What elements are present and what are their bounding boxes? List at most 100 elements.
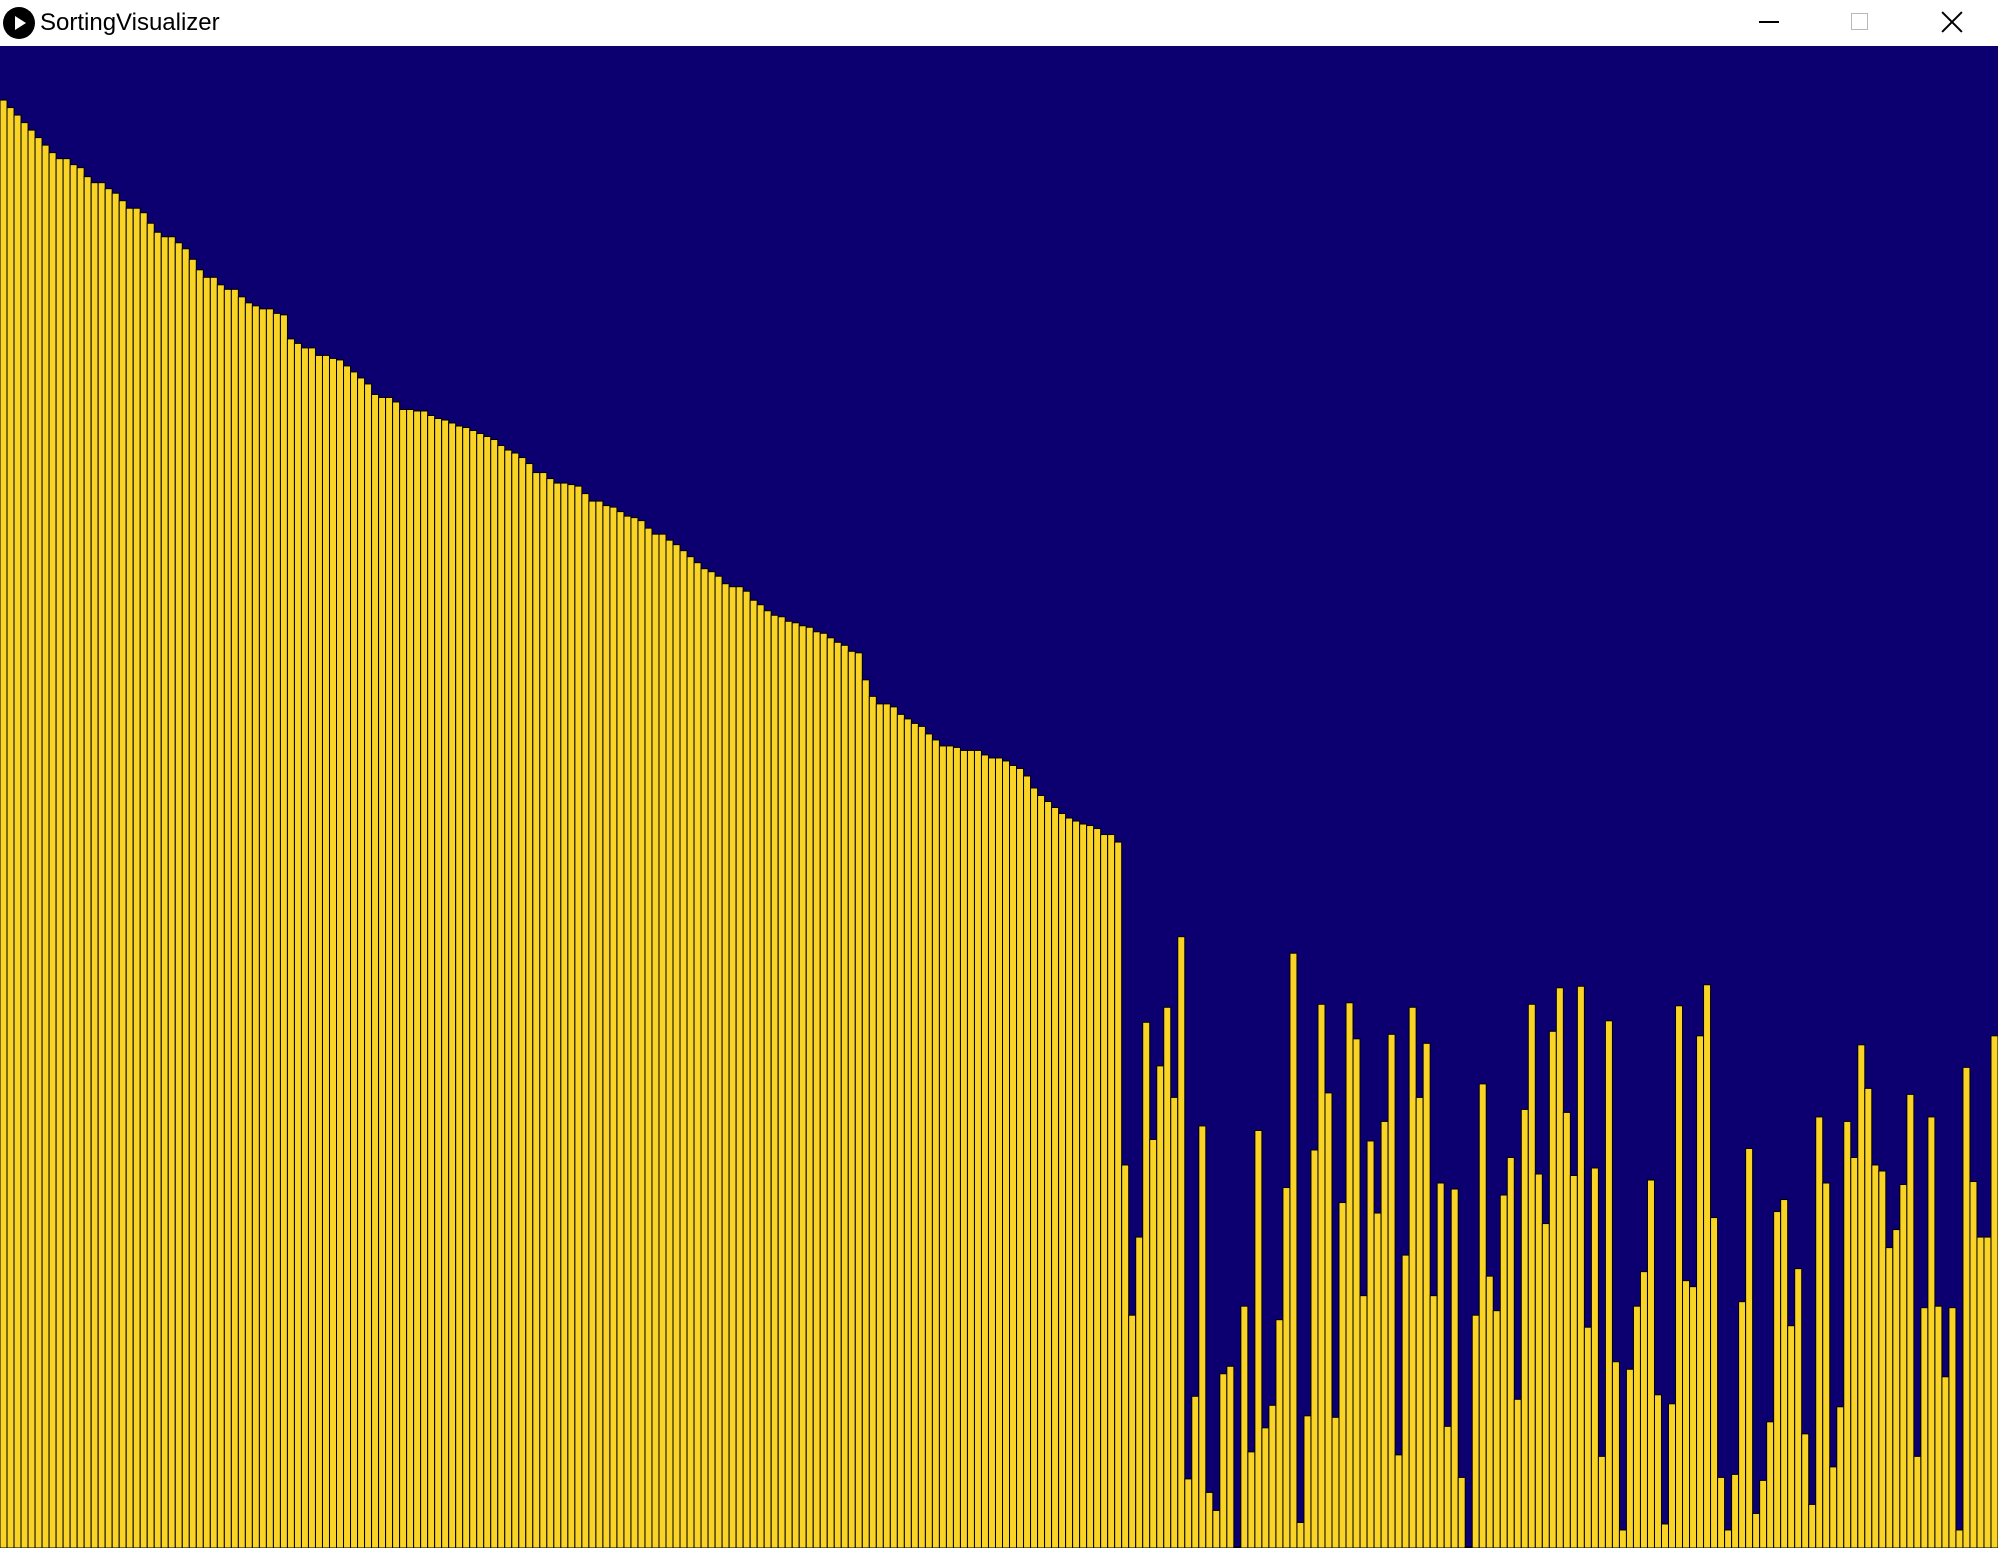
- bar-7: [48, 152, 57, 1548]
- bar-192: [1345, 1002, 1354, 1548]
- bar-110: [770, 614, 779, 1548]
- bar-225: [1576, 985, 1585, 1548]
- bar-217: [1520, 1108, 1529, 1548]
- bar-41: [286, 338, 295, 1548]
- bar-243: [1703, 984, 1712, 1548]
- bar-149: [1044, 801, 1053, 1548]
- minimize-button[interactable]: [1722, 0, 1814, 46]
- bar-139: [973, 749, 982, 1548]
- bar-278: [1948, 1307, 1957, 1548]
- bar-100: [700, 568, 709, 1548]
- bar-8: [55, 158, 64, 1548]
- bar-147: [1030, 787, 1039, 1548]
- bar-163: [1142, 1021, 1151, 1548]
- bar-212: [1485, 1275, 1494, 1548]
- bar-161: [1128, 1314, 1137, 1548]
- bar-144: [1009, 764, 1018, 1548]
- bar-35: [244, 302, 253, 1548]
- bar-281: [1969, 1181, 1978, 1548]
- bar-95: [665, 539, 674, 1548]
- bar-39: [272, 312, 281, 1548]
- bar-179: [1254, 1129, 1263, 1548]
- bar-205: [1436, 1182, 1445, 1548]
- bar-271: [1899, 1184, 1908, 1548]
- bar-107: [749, 599, 758, 1548]
- bar-116: [812, 631, 821, 1548]
- bar-276: [1934, 1305, 1943, 1548]
- bar-111: [777, 616, 786, 1548]
- bar-262: [1836, 1406, 1845, 1548]
- bar-1: [6, 107, 15, 1548]
- bar-61: [427, 414, 436, 1548]
- bar-162: [1135, 1236, 1144, 1548]
- bar-56: [392, 401, 401, 1548]
- bar-261: [1829, 1466, 1838, 1548]
- bar-66: [462, 427, 471, 1548]
- bar-222: [1555, 987, 1564, 1548]
- bar-141: [987, 757, 996, 1548]
- bar-99: [693, 562, 702, 1548]
- bar-248: [1738, 1301, 1747, 1548]
- bar-235: [1646, 1179, 1655, 1548]
- title-bar[interactable]: SortingVisualizer: [0, 0, 1998, 46]
- bar-104: [728, 586, 737, 1548]
- bar-108: [756, 604, 765, 1548]
- bar-224: [1569, 1175, 1578, 1548]
- bar-206: [1443, 1425, 1452, 1548]
- bar-284: [1990, 1035, 1998, 1548]
- bar-77: [539, 472, 548, 1548]
- bar-242: [1696, 1035, 1705, 1548]
- bar-22: [153, 231, 162, 1548]
- bar-18: [125, 207, 134, 1548]
- close-button[interactable]: [1906, 0, 1998, 46]
- bar-218: [1527, 1003, 1536, 1548]
- bar-12: [83, 176, 92, 1548]
- bar-231: [1618, 1529, 1627, 1548]
- bar-9: [62, 158, 71, 1548]
- bar-190: [1331, 1416, 1340, 1548]
- bar-52: [364, 383, 373, 1548]
- bar-246: [1724, 1529, 1733, 1548]
- bar-194: [1359, 1295, 1368, 1548]
- close-icon: [1941, 11, 1963, 33]
- bar-166: [1163, 1006, 1172, 1548]
- bar-227: [1590, 1167, 1599, 1548]
- bar-72: [504, 449, 513, 1548]
- bar-150: [1051, 807, 1060, 1548]
- bar-136: [952, 746, 961, 1548]
- bar-197: [1380, 1120, 1389, 1548]
- bar-182: [1275, 1319, 1284, 1548]
- bar-226: [1583, 1326, 1592, 1548]
- bar-chart: [0, 99, 1998, 1548]
- bar-86: [602, 505, 611, 1548]
- bar-148: [1037, 795, 1046, 1548]
- bar-21: [146, 222, 155, 1548]
- bar-211: [1478, 1083, 1487, 1548]
- bar-259: [1815, 1116, 1824, 1548]
- bar-236: [1653, 1394, 1662, 1548]
- bar-221: [1548, 1030, 1557, 1548]
- bar-266: [1864, 1087, 1873, 1548]
- bar-32: [223, 288, 232, 1548]
- bar-67: [469, 430, 478, 1548]
- bar-132: [924, 733, 933, 1548]
- bar-131: [917, 725, 926, 1548]
- bar-53: [371, 393, 380, 1548]
- bar-249: [1745, 1147, 1754, 1548]
- bar-34: [237, 296, 246, 1548]
- bar-172: [1205, 1491, 1214, 1548]
- maximize-button[interactable]: [1814, 0, 1906, 46]
- bar-76: [532, 472, 541, 1548]
- bar-219: [1534, 1173, 1543, 1548]
- bar-187: [1310, 1149, 1319, 1548]
- bar-273: [1913, 1455, 1922, 1548]
- bar-140: [980, 754, 989, 1548]
- bar-269: [1885, 1247, 1894, 1548]
- bar-165: [1156, 1065, 1165, 1548]
- bar-175: [1226, 1365, 1235, 1548]
- bar-91: [637, 520, 646, 1548]
- bar-0: [0, 99, 8, 1548]
- bar-164: [1149, 1138, 1158, 1548]
- play-circle-icon: [3, 7, 35, 39]
